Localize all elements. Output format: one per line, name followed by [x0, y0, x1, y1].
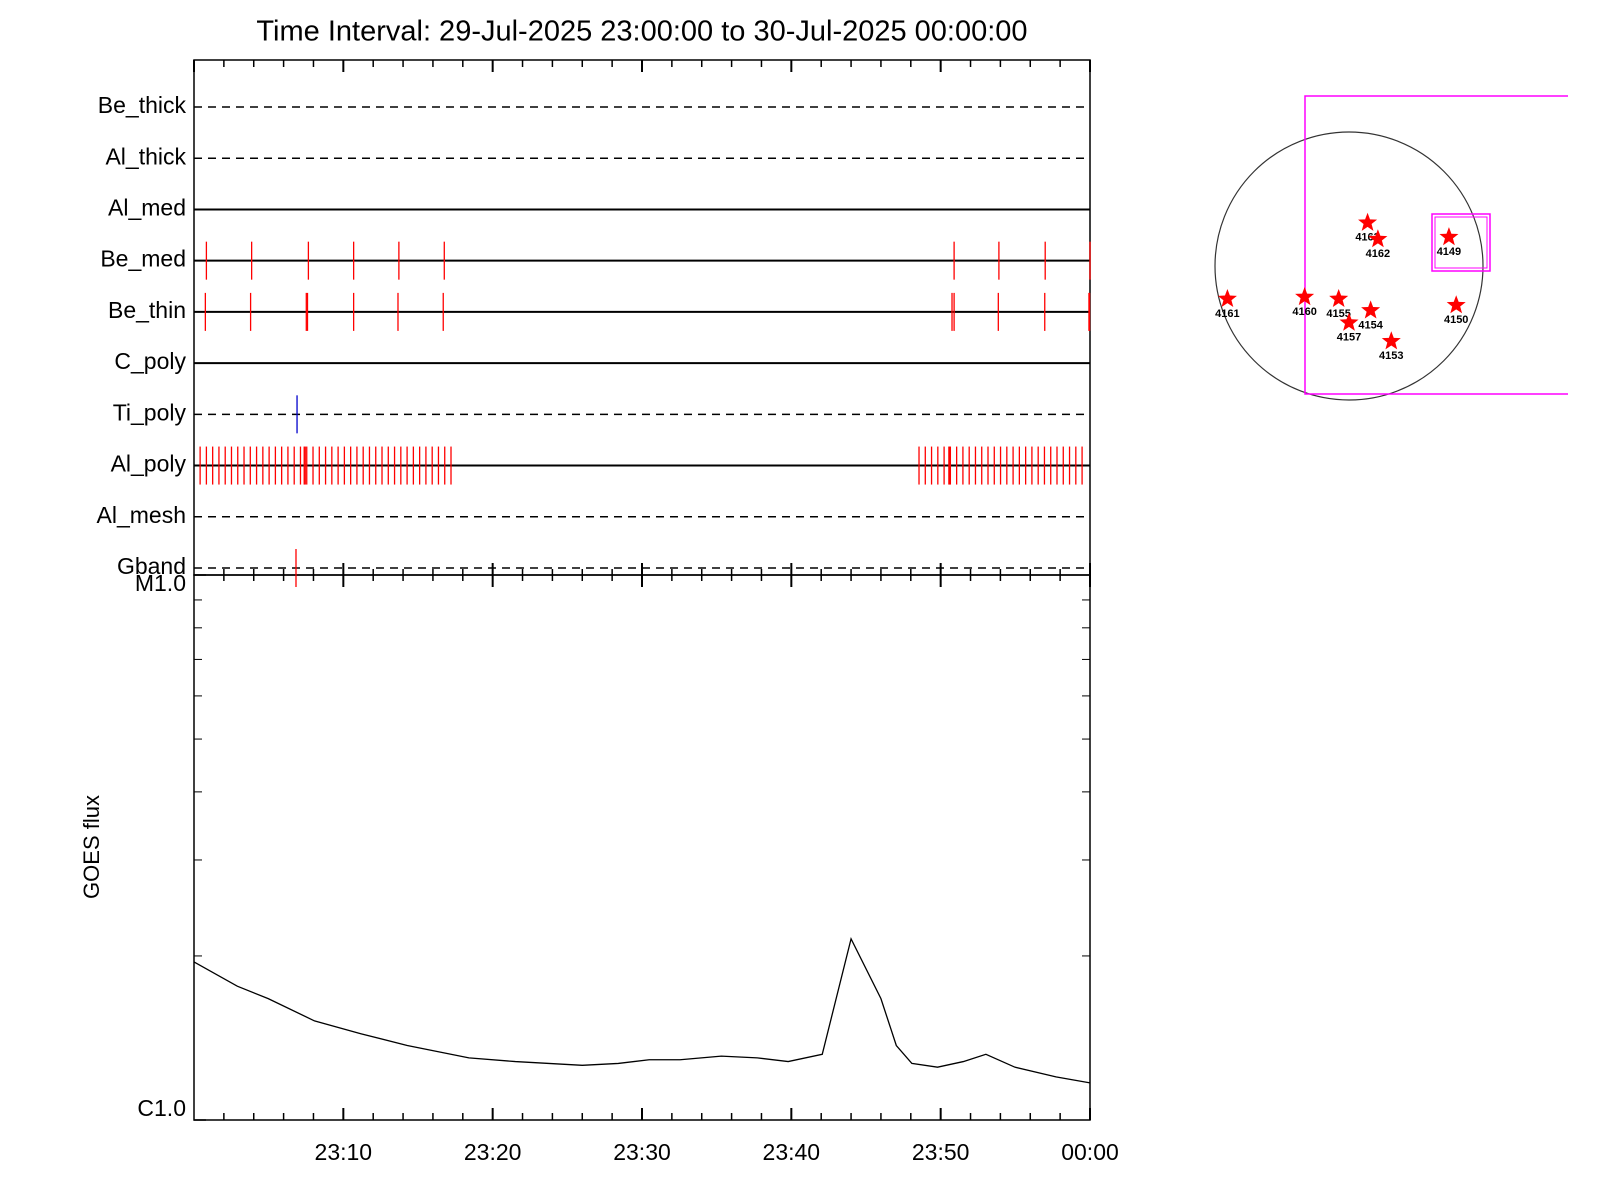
region-star	[1446, 295, 1466, 314]
filter-label: Be_med	[100, 246, 186, 272]
filter-label: Al_med	[108, 195, 186, 221]
region-star	[1295, 286, 1315, 306]
region-label: 4153	[1379, 350, 1403, 362]
solar-disk	[1214, 131, 1484, 401]
goes-line	[193, 936, 1091, 1084]
region-label: 4150	[1444, 314, 1468, 326]
region-star	[1361, 300, 1381, 319]
region-label: 4149	[1437, 246, 1461, 258]
filter-label: Be_thin	[108, 297, 186, 323]
filter-label: Al_mesh	[97, 502, 186, 528]
y-tick-label: M1.0	[135, 570, 186, 596]
region-label: 4162	[1366, 248, 1390, 260]
x-tick-label: 00:00	[1061, 1139, 1119, 1165]
region-star	[1439, 227, 1459, 246]
x-tick-label: 23:30	[613, 1139, 671, 1165]
y-tick-label: C1.0	[137, 1095, 186, 1121]
filter-label: Ti_poly	[113, 399, 187, 425]
filter-label: Be_thick	[98, 92, 187, 118]
chart-title: Time Interval: 29-Jul-2025 23:00:00 to 3…	[256, 16, 1027, 48]
filter-label: Al_poly	[111, 451, 187, 477]
region-label: 4163	[1355, 232, 1379, 244]
x-tick-label: 23:20	[464, 1139, 522, 1165]
y-axis-label: GOES flux	[79, 795, 104, 899]
region-star	[1368, 229, 1388, 248]
x-tick-label: 23:40	[763, 1139, 821, 1165]
field-of-view-small-inner	[1434, 216, 1488, 269]
region-star	[1329, 288, 1349, 308]
region-label: 4157	[1337, 332, 1361, 344]
filter-label: C_poly	[114, 348, 186, 374]
region-star	[1381, 331, 1401, 350]
filter-label: Gband	[117, 553, 186, 579]
filter-label: Al_thick	[105, 143, 186, 169]
region-star	[1358, 212, 1378, 231]
region-label: 4155	[1326, 308, 1350, 320]
field-of-view-small	[1431, 213, 1491, 272]
x-tick-label: 23:10	[315, 1139, 373, 1165]
region-label: 4154	[1358, 319, 1383, 331]
region-star	[1217, 288, 1237, 308]
region-label: 4161	[1215, 308, 1239, 320]
region-label: 4160	[1292, 306, 1316, 318]
x-tick-label: 23:50	[912, 1139, 970, 1165]
field-of-view	[1304, 95, 1568, 395]
region-star	[1339, 312, 1359, 331]
